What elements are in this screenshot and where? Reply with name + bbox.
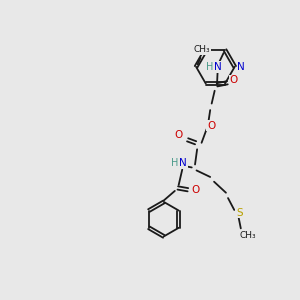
Text: N: N	[179, 158, 187, 168]
Text: O: O	[175, 130, 183, 140]
Text: CH₃: CH₃	[194, 45, 210, 54]
Text: H: H	[206, 62, 214, 72]
Text: H: H	[171, 158, 179, 168]
Text: N: N	[214, 62, 222, 72]
Text: N: N	[237, 62, 245, 72]
Text: S: S	[236, 208, 243, 218]
Text: O: O	[191, 185, 199, 195]
Text: CH₃: CH₃	[239, 231, 256, 240]
Text: O: O	[230, 75, 238, 85]
Text: O: O	[207, 121, 215, 130]
